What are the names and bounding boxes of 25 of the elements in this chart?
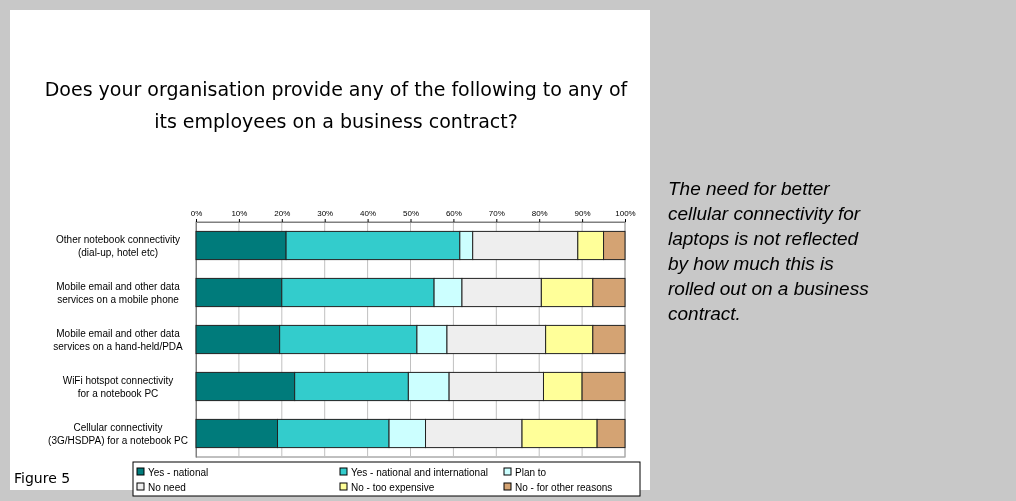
x-tick-label: 30% <box>317 209 334 218</box>
y-tick-label: Mobile email and other data services on a mobile phone <box>56 280 181 305</box>
x-tick-label: 20% <box>274 209 291 218</box>
y-tick-label: Cellular connectivity (3G/HSDPA) for a notebook PC <box>48 421 188 446</box>
chart-title: Does your organisation provide any of the following to any of its employees on a business contract? <box>44 78 629 132</box>
y-tick-label: WiFi hotspot connectivity for a notebook PC <box>62 374 174 399</box>
text: The need for better cellular connectivity for laptops is not reflected by how much this is rolled out on a business contract. <box>668 178 870 324</box>
x-tick-label: 0% <box>190 209 203 218</box>
legend-label: Plan to <box>515 466 547 478</box>
legend-label: Yes - national and international <box>351 466 488 478</box>
legend-label: No - for other reasons <box>515 481 613 493</box>
legend-label: No need <box>148 481 186 493</box>
x-tick-label: 40% <box>360 209 377 218</box>
caption: Figure 5 <box>14 470 71 486</box>
y-tick-label: Mobile email and other data services on a hand-held/PDA <box>53 327 184 352</box>
x-tick-label: 10% <box>231 209 248 218</box>
x-tick-label: 80% <box>531 209 548 218</box>
x-tick-label: 50% <box>402 209 420 218</box>
x-tick-label: 90% <box>574 209 591 218</box>
legend-label: Yes - national <box>148 466 209 478</box>
x-tick-label: 70% <box>488 209 505 218</box>
y-tick-label: Other notebook connectivity (dial-up, hotel etc) <box>56 233 180 258</box>
x-tick-label: 60% <box>445 209 462 218</box>
legend-label: No - too expensive <box>351 481 435 493</box>
x-tick-label: 100% <box>615 209 636 218</box>
